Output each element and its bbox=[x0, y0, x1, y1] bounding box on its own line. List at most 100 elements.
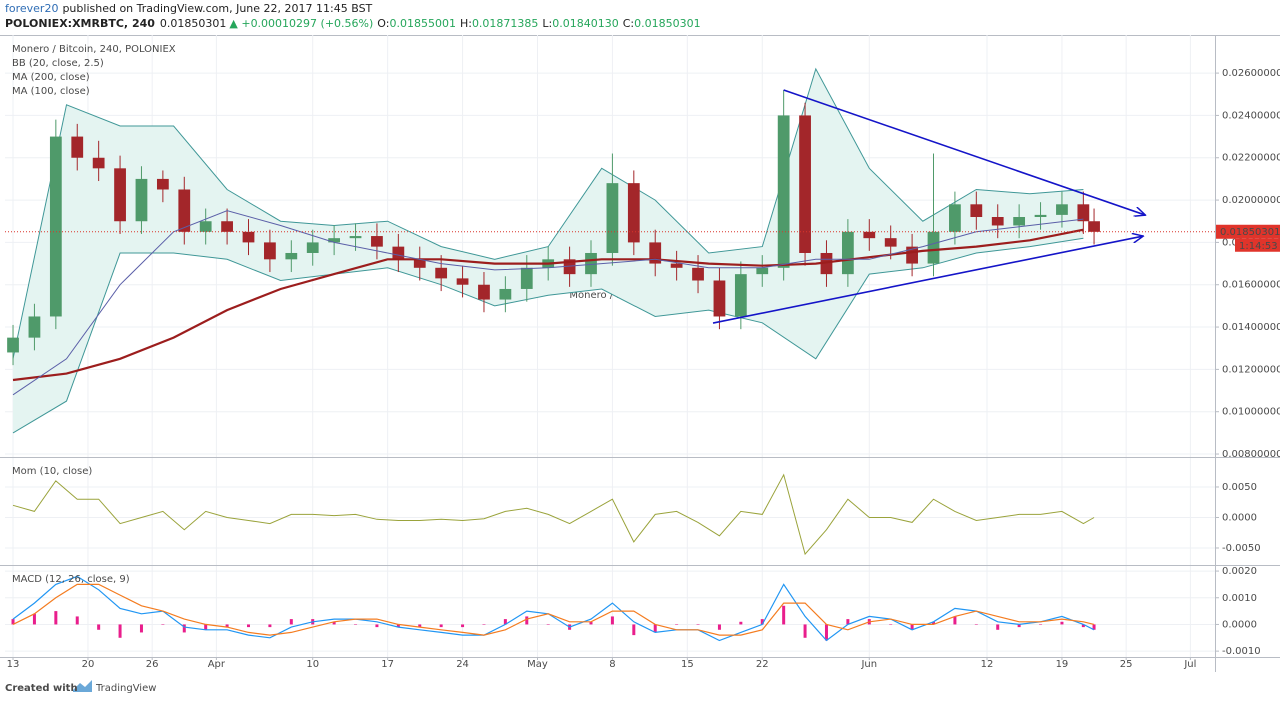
x-tick-label: May bbox=[527, 659, 548, 670]
candle-body bbox=[499, 288, 512, 300]
y-tick-label: 0.01600000 bbox=[1222, 280, 1280, 291]
histogram-bar bbox=[932, 621, 936, 625]
candle-body bbox=[1013, 217, 1026, 226]
histogram-bar bbox=[717, 624, 721, 630]
change: ▲ +0.00010297 (+0.56%) bbox=[229, 17, 373, 30]
countdown-box bbox=[1235, 238, 1280, 252]
histogram-bar bbox=[1081, 624, 1085, 628]
symbol: POLONIEX:XMRBTC, 240 bbox=[5, 17, 155, 30]
x-tick-label: 24 bbox=[456, 659, 469, 670]
histogram-bar bbox=[182, 624, 186, 633]
ohlc-key: H: bbox=[460, 17, 472, 30]
header-line: forever20 published on TradingView.com, J… bbox=[5, 2, 373, 15]
y-tick-label: 0.02600000 bbox=[1222, 68, 1280, 79]
footer-brand: TradingView bbox=[95, 683, 156, 694]
histogram-bar bbox=[910, 624, 914, 630]
histogram-bar bbox=[289, 619, 293, 625]
tv-logo bbox=[73, 680, 92, 692]
panel: XMRBTC, 240Monero / Bitcoin bbox=[5, 35, 1215, 457]
x-tick-label: 17 bbox=[381, 659, 394, 670]
histogram-bar bbox=[760, 619, 764, 625]
histogram-bar bbox=[632, 624, 636, 636]
panel-title: Monero / Bitcoin, 240, POLONIEX bbox=[12, 44, 176, 55]
y-tick-label: 0.0010 bbox=[1222, 593, 1257, 604]
histogram-bar bbox=[332, 621, 336, 625]
x-tick-label: 12 bbox=[981, 659, 994, 670]
candle-body bbox=[114, 168, 126, 222]
histogram-bar bbox=[974, 624, 978, 625]
y-tick-label: 0.02200000 bbox=[1222, 153, 1280, 164]
candle-body bbox=[392, 246, 405, 260]
trendline bbox=[783, 89, 1146, 215]
candle-body bbox=[649, 242, 662, 264]
candle-body bbox=[478, 284, 490, 300]
y-tick-label: 0.0050 bbox=[1222, 482, 1257, 493]
histogram-bar bbox=[824, 624, 828, 641]
histogram-bar bbox=[803, 624, 807, 638]
y-tick-label: 0.00800000 bbox=[1222, 449, 1280, 460]
candle-body bbox=[970, 204, 983, 218]
candle-body bbox=[7, 337, 19, 353]
y-tick-label: 0.0020 bbox=[1222, 566, 1257, 577]
candle-body bbox=[371, 236, 383, 247]
histogram-bar bbox=[503, 619, 507, 625]
candle-body bbox=[884, 238, 897, 247]
x-tick-label: 10 bbox=[306, 659, 319, 670]
candle-body bbox=[199, 221, 212, 232]
line bbox=[12, 575, 1095, 642]
y-tick-label: 0.01400000 bbox=[1222, 322, 1280, 333]
y-tick-label: 0.02000000 bbox=[1222, 195, 1280, 206]
x-tick-label: 15 bbox=[681, 659, 694, 670]
legend-entry: BB (20, close, 2.5) bbox=[12, 58, 104, 69]
candle-body bbox=[285, 252, 298, 260]
candle-body bbox=[756, 267, 769, 275]
histogram-bar bbox=[996, 624, 1000, 630]
candle-body bbox=[1056, 204, 1068, 215]
panel-title: Mom (10, close) bbox=[12, 466, 92, 477]
ohlc-value: 0.01840130 bbox=[552, 17, 618, 30]
author: forever20 bbox=[5, 2, 58, 15]
histogram-bar bbox=[268, 624, 272, 628]
trendline bbox=[712, 236, 1143, 324]
histogram-bar bbox=[75, 616, 79, 625]
candle-body bbox=[670, 263, 683, 268]
candle-body bbox=[242, 231, 255, 243]
candle-body bbox=[413, 259, 426, 268]
candle-body bbox=[71, 136, 84, 158]
candle-body bbox=[863, 231, 876, 239]
candle-body bbox=[627, 183, 640, 243]
histogram-bar bbox=[396, 624, 400, 628]
ohlc-key: C: bbox=[623, 17, 634, 30]
histogram-bar bbox=[11, 619, 15, 625]
y-tick-label: -0.0050 bbox=[1222, 543, 1261, 554]
candle-body bbox=[820, 252, 833, 275]
candle-body bbox=[906, 246, 918, 264]
ma-line bbox=[12, 210, 1084, 396]
x-tick-label: Apr bbox=[208, 659, 226, 670]
candle-body bbox=[606, 183, 619, 253]
y-tick-label: 0.0000 bbox=[1222, 512, 1257, 523]
histogram-bar bbox=[846, 619, 850, 625]
histogram-bar bbox=[889, 624, 893, 625]
y-tick-label: -0.0010 bbox=[1222, 646, 1261, 657]
candle-body bbox=[563, 259, 576, 275]
histogram-bar bbox=[204, 624, 208, 630]
histogram-bar bbox=[54, 611, 58, 625]
candle-body bbox=[520, 267, 533, 289]
header-line: POLONIEX:XMRBTC, 240 0.01850301 ▲ +0.00010… bbox=[5, 17, 701, 30]
histogram-bar bbox=[1060, 621, 1064, 625]
panel-title: MACD (12, 26, close, 9) bbox=[12, 574, 130, 585]
histogram-bar bbox=[161, 624, 165, 625]
histogram-bar bbox=[546, 624, 550, 625]
x-tick-label: 25 bbox=[1120, 659, 1133, 670]
histogram-bar bbox=[589, 621, 593, 625]
legend-entry: MA (200, close) bbox=[12, 72, 90, 83]
histogram-bar bbox=[953, 616, 957, 625]
x-tick-label: 20 bbox=[82, 659, 95, 670]
histogram-bar bbox=[118, 624, 122, 638]
histogram-bar bbox=[739, 621, 743, 625]
panel bbox=[5, 458, 1215, 565]
candle-body bbox=[156, 178, 169, 190]
candle-body bbox=[49, 136, 62, 317]
